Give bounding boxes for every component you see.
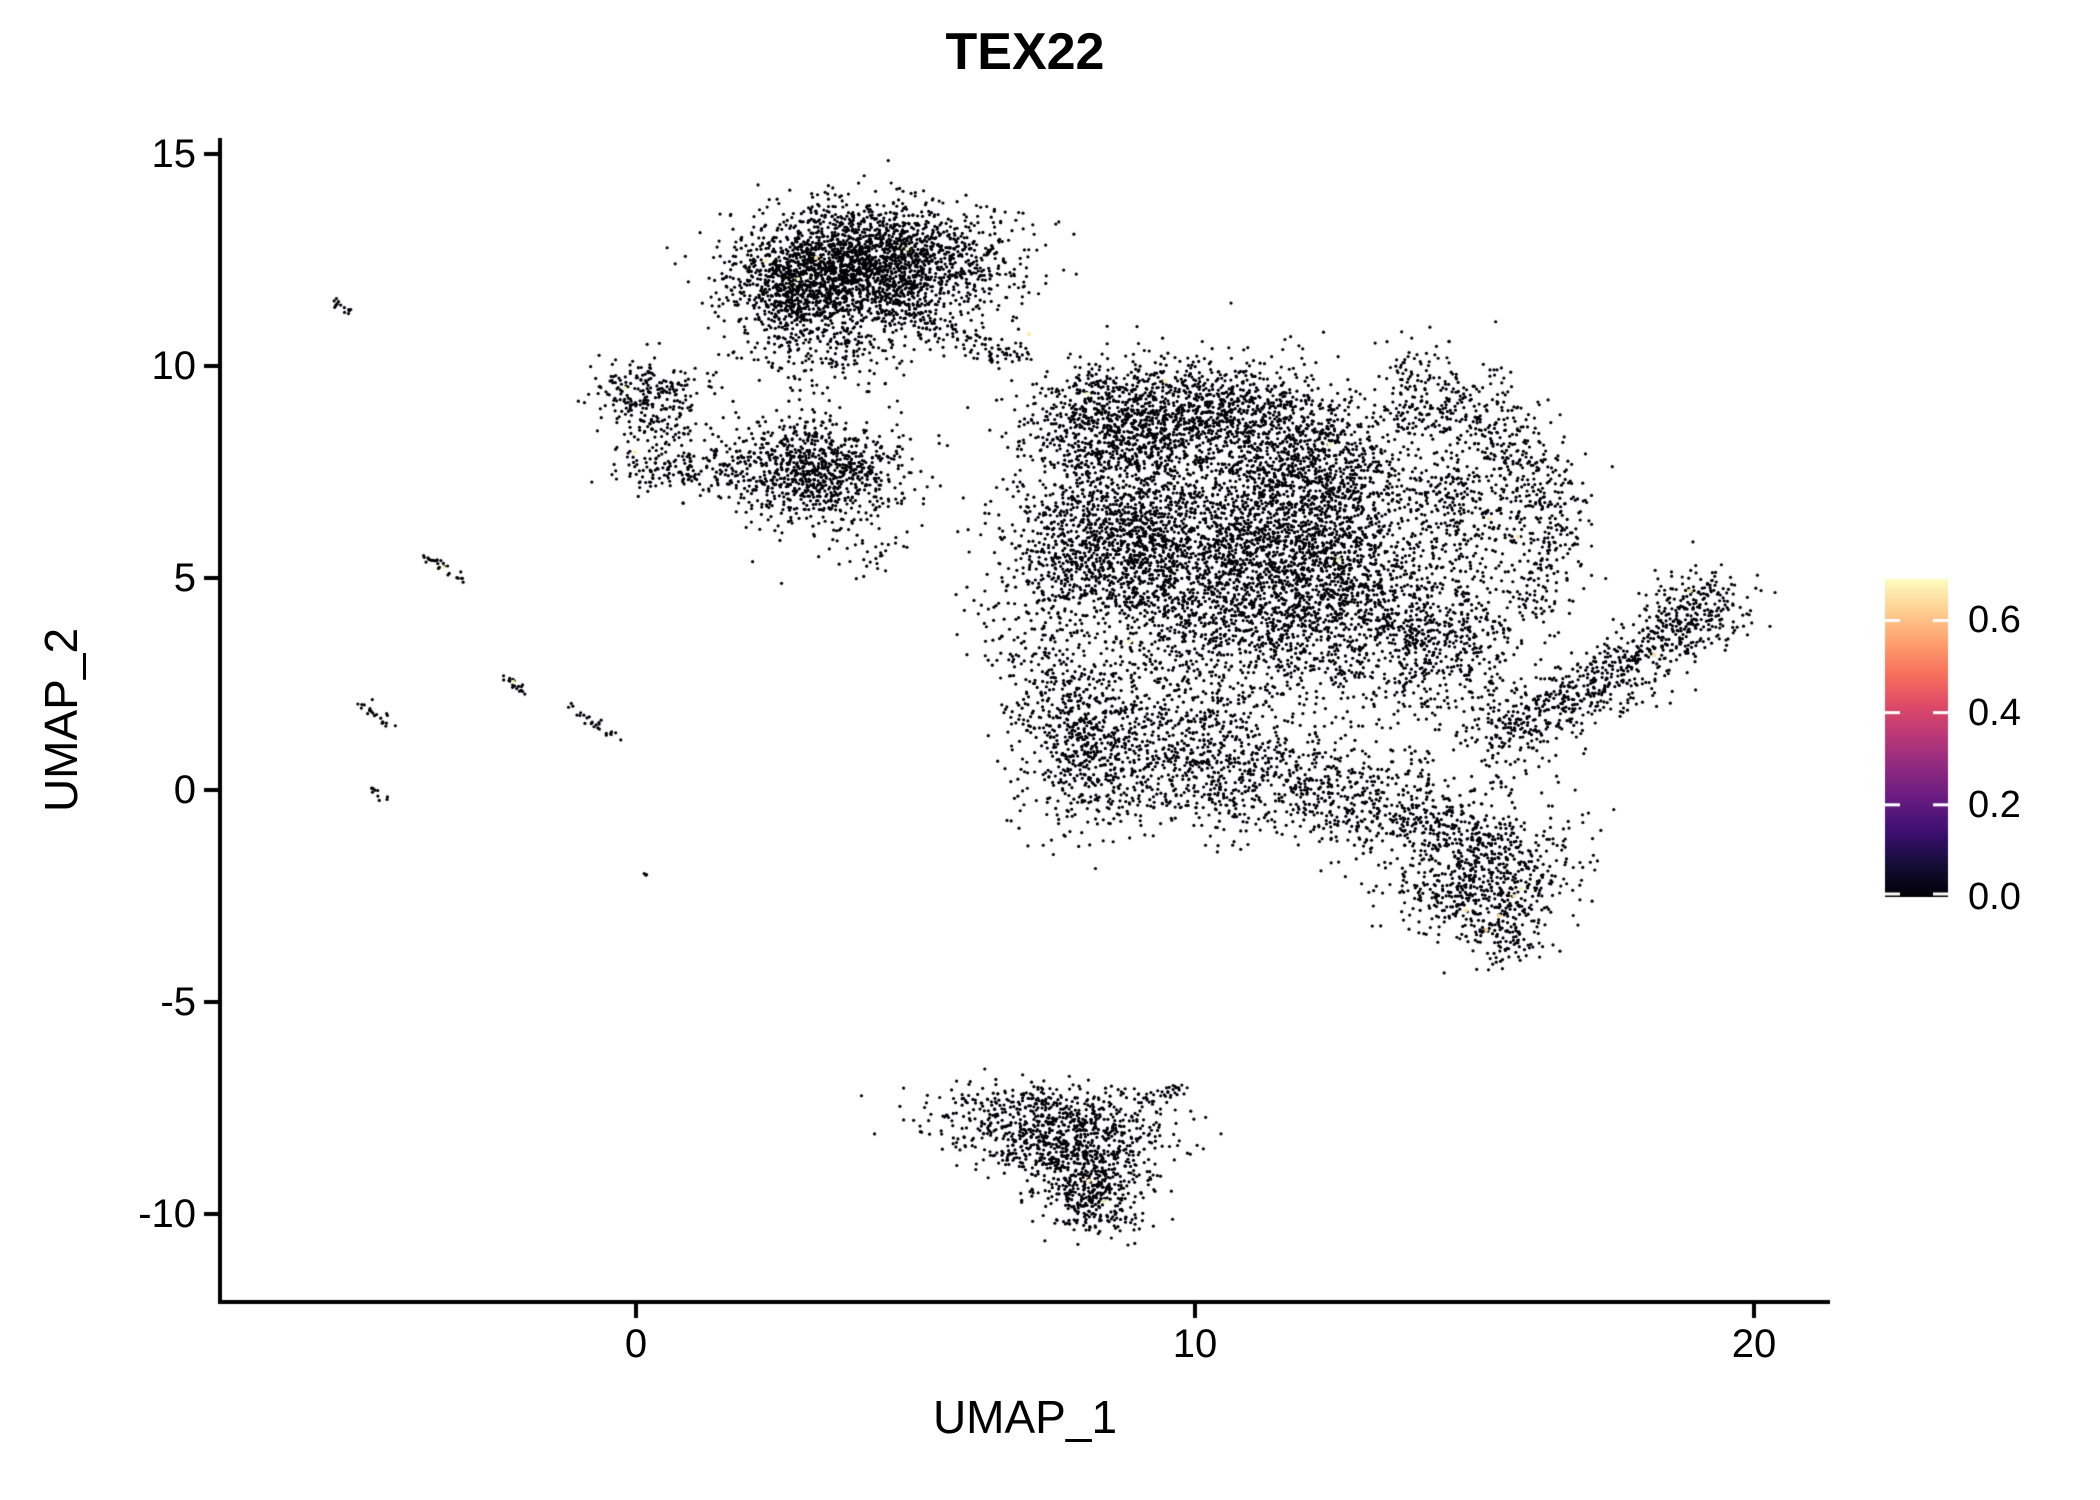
y-axis-tick-label: -10	[138, 1192, 196, 1236]
x-axis-title: UMAP_1	[932, 1391, 1118, 1443]
colorbar-tick-label: 0.6	[1968, 599, 2021, 642]
y-axis-tick-label: 10	[151, 344, 197, 388]
y-axis-tick-label: -5	[160, 980, 196, 1024]
colorbar-tick-label: 0.0	[1968, 876, 2021, 918]
y-axis-tick-label: 15	[151, 132, 197, 176]
y-axis-tick-label: 5	[173, 556, 196, 600]
y-axis-tick-label: 0	[173, 768, 196, 812]
x-axis-tick-label: 0	[624, 1322, 648, 1366]
x-axis-tick-label: 20	[1731, 1322, 1777, 1366]
x-axis-tick-label: 10	[1172, 1322, 1218, 1366]
colorbar-tick-label: 0.2	[1968, 783, 2021, 826]
colorbar-tick-label: 0.4	[1968, 691, 2021, 734]
plot-title: TEX22	[945, 23, 1105, 81]
